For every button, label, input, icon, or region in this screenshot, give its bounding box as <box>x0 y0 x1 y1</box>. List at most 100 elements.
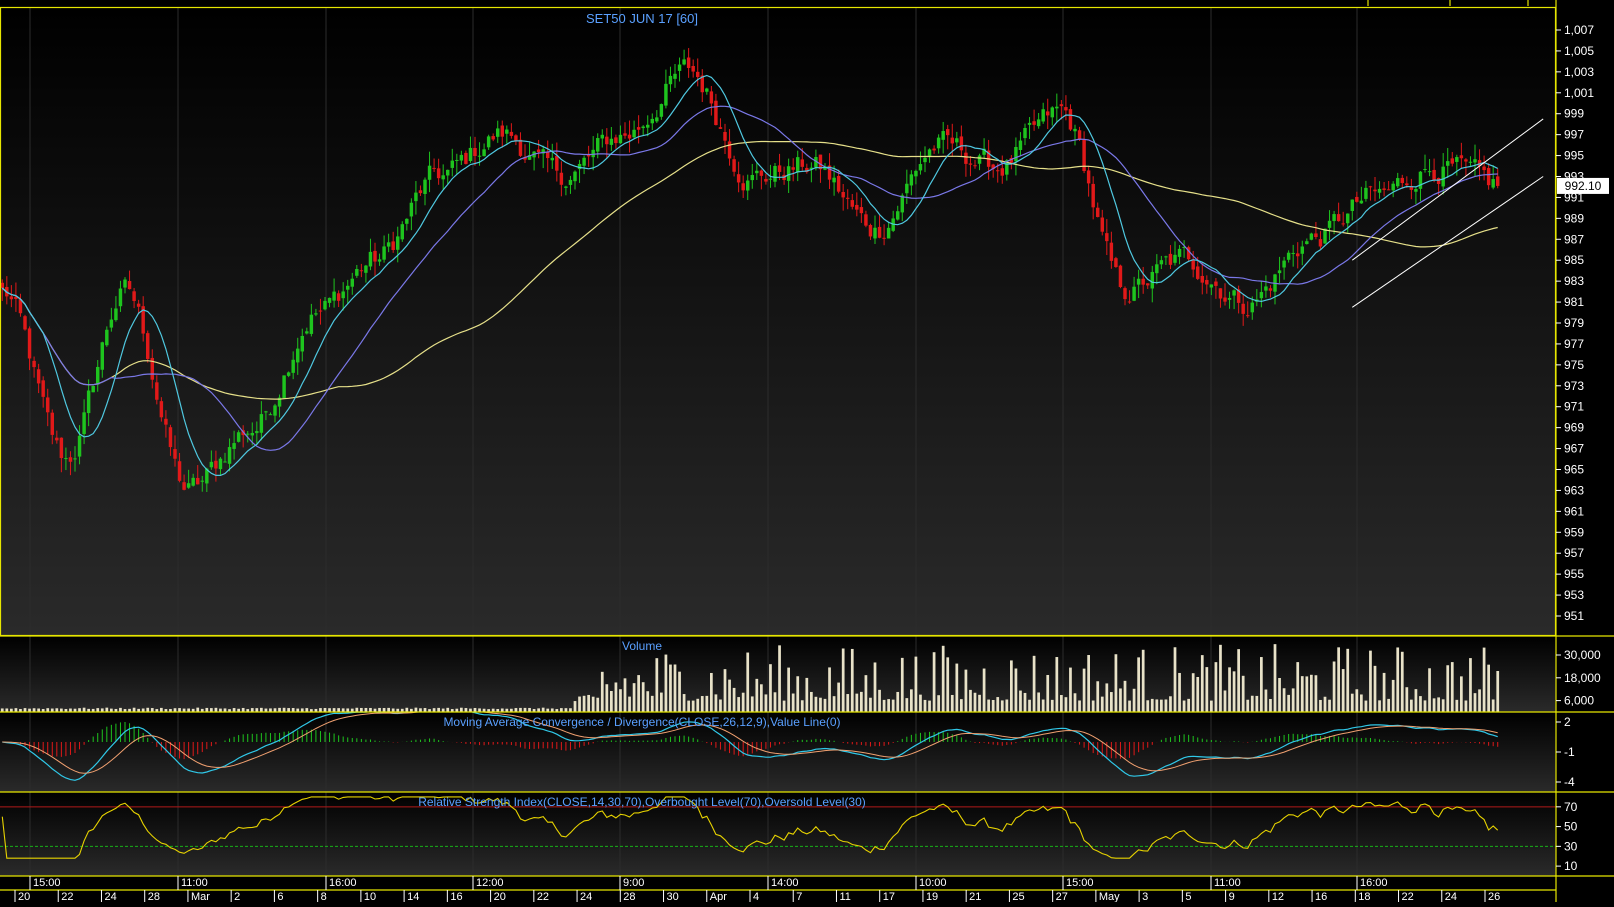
candle <box>382 235 386 263</box>
candle <box>273 403 277 423</box>
volume-bar <box>1150 698 1154 712</box>
candle <box>109 307 114 332</box>
main-chart-title: SET50 JUN 17 [60] <box>586 11 698 26</box>
volume-bar <box>1064 697 1068 712</box>
volume-bar <box>660 692 663 712</box>
volume-bar <box>205 707 209 712</box>
candle <box>1296 242 1300 269</box>
volume-bar <box>1182 700 1186 712</box>
time-upper-label: 11:00 <box>1214 877 1241 889</box>
volume-bar <box>841 648 845 712</box>
volume-bar <box>28 708 31 712</box>
volume-bar <box>1055 657 1059 712</box>
candle <box>632 120 636 139</box>
volume-bar <box>1373 665 1377 712</box>
volume-bar <box>1278 677 1281 712</box>
volume-bar <box>1337 647 1340 712</box>
volume-bar <box>460 707 463 712</box>
candle <box>1250 296 1254 320</box>
price-tick-label: 979 <box>1564 316 1584 330</box>
volume-bar <box>1264 689 1268 712</box>
candle <box>905 169 909 204</box>
candle <box>250 422 254 446</box>
candle <box>750 163 754 189</box>
volume-bar <box>123 709 127 712</box>
time-lower-label: 16 <box>1315 891 1327 902</box>
volume-bar <box>164 709 168 712</box>
candle <box>886 222 891 239</box>
volume-bar <box>23 708 27 712</box>
price-tick-label: 951 <box>1564 609 1584 623</box>
volume-bar <box>1378 700 1381 712</box>
candle <box>1418 170 1423 202</box>
price-tick-label: 955 <box>1564 567 1584 581</box>
volume-bar <box>1187 698 1190 712</box>
volume-bar <box>1396 647 1400 712</box>
candle <box>318 298 323 325</box>
volume-bar <box>610 690 613 712</box>
candle <box>1482 155 1486 181</box>
candle <box>973 159 977 169</box>
volume-bar <box>1250 695 1254 712</box>
candle <box>991 163 995 178</box>
macd-tick-label: 2 <box>1564 715 1571 729</box>
volume-bar <box>187 708 190 712</box>
candle <box>282 375 286 399</box>
volume-bar <box>155 709 159 712</box>
candle <box>1277 256 1282 283</box>
price-tick-label: 959 <box>1564 525 1584 539</box>
volume-bar <box>132 707 136 712</box>
candle <box>705 87 709 95</box>
candle <box>486 134 491 150</box>
candle <box>641 125 645 136</box>
candle <box>1109 231 1114 269</box>
candle <box>927 148 932 163</box>
volume-bar <box>246 709 250 712</box>
volume-bar <box>1341 669 1345 712</box>
volume-bar <box>296 708 300 712</box>
candle <box>1473 144 1477 177</box>
candle <box>686 48 691 78</box>
volume-bar <box>532 708 536 712</box>
candle <box>464 150 468 165</box>
volume-bar <box>696 698 700 712</box>
candle <box>1186 245 1191 262</box>
candle <box>205 467 209 492</box>
volume-bar <box>1141 649 1145 712</box>
volume-bar <box>564 708 568 712</box>
time-lower-label: 22 <box>1402 891 1414 902</box>
price-tick-label: 975 <box>1564 358 1584 372</box>
volume-bar <box>1160 699 1163 712</box>
volume-bar <box>182 708 186 712</box>
volume-bar <box>1037 692 1040 712</box>
volume-bar <box>510 708 513 712</box>
volume-bar <box>787 667 790 712</box>
volume-bar <box>1219 644 1222 712</box>
rsi-tick-label: 50 <box>1564 820 1578 834</box>
volume-bar <box>937 695 940 712</box>
candle <box>377 253 382 266</box>
candle <box>1309 232 1314 241</box>
candle <box>968 155 973 177</box>
volume-bar <box>546 708 550 712</box>
volume-bar <box>755 678 759 712</box>
candle <box>809 162 814 183</box>
volume-bar <box>141 708 145 712</box>
candle <box>136 299 141 315</box>
volume-bar <box>1369 650 1372 712</box>
volume-bar <box>600 671 604 712</box>
candle <box>473 136 477 166</box>
price-tick-label: 989 <box>1564 211 1584 225</box>
volume-bar <box>719 699 722 712</box>
volume-bar <box>1210 700 1213 712</box>
volume-y-axis: 30,000 18,000 6,000 <box>1556 648 1601 708</box>
volume-bar <box>637 675 640 712</box>
candle <box>732 155 736 177</box>
candle <box>773 163 777 188</box>
candle <box>827 153 832 190</box>
volume-bar <box>1119 688 1122 712</box>
time-lower-label: 10 <box>364 891 376 902</box>
volume-bar <box>1237 649 1240 712</box>
volume-bar <box>1410 699 1413 712</box>
